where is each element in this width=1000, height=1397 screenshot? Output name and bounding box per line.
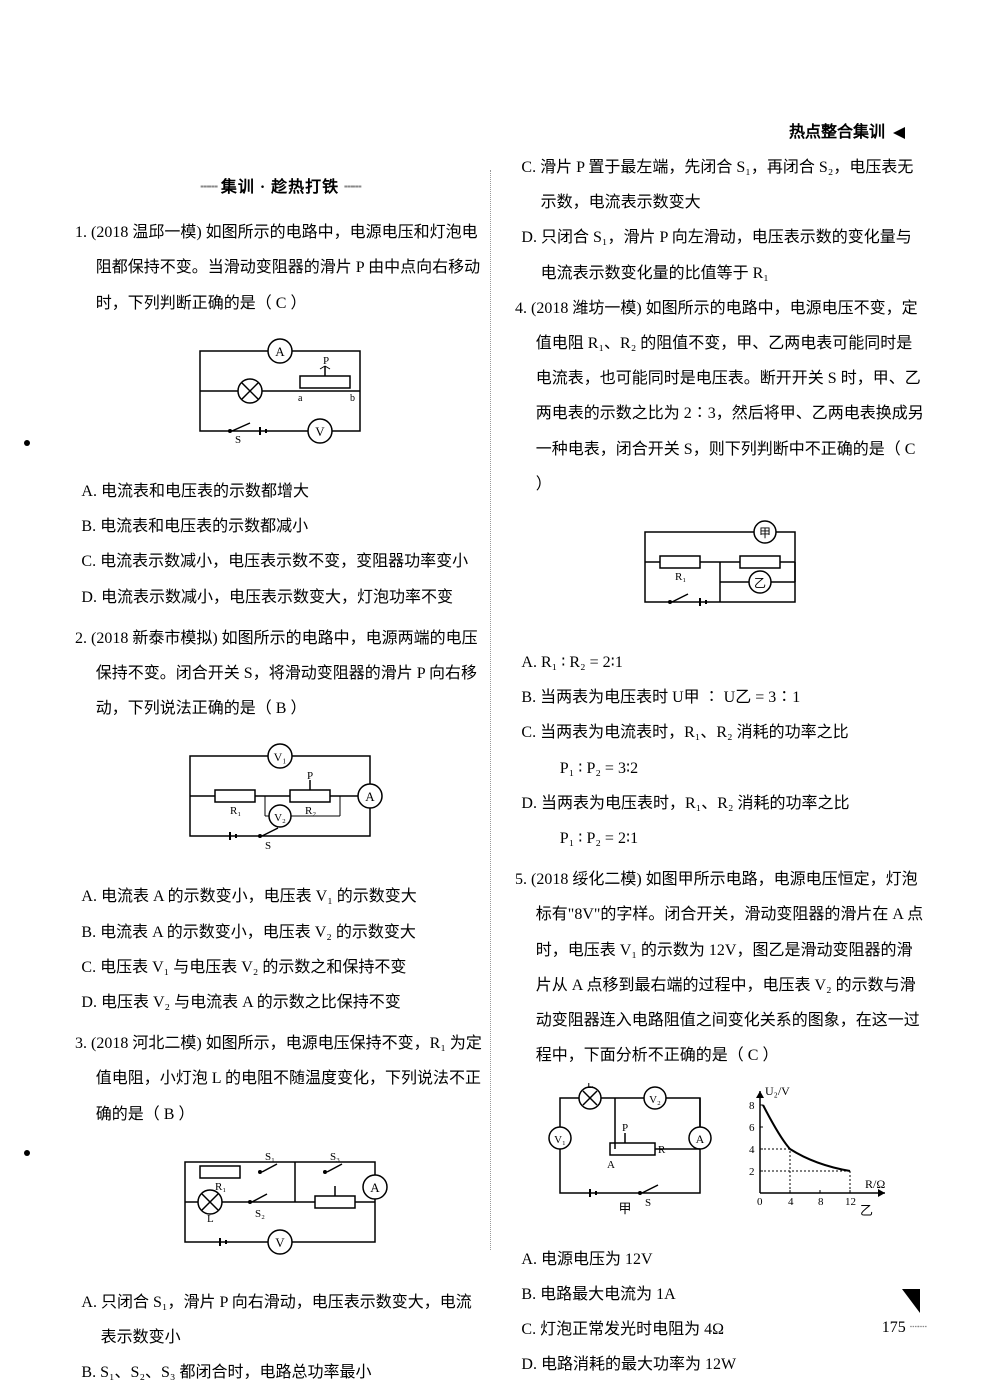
q5-optB: B. 电路最大电流为 1A — [515, 1277, 925, 1312]
q5-optD: D. 电路消耗的最大功率为 12W — [515, 1347, 925, 1382]
header-text: 热点整合集训 — [789, 124, 885, 141]
q5-circuit-diagram: L V₂ V₁ A P A R — [545, 1083, 715, 1231]
svg-text:甲: 甲 — [618, 1201, 631, 1216]
svg-text:L: L — [587, 1083, 594, 1091]
q2-stem: 2. (2018 新泰市模拟) 如图所示的电路中，电源两端的电压保持不变。闭合开… — [75, 621, 485, 727]
svg-text:P: P — [323, 355, 329, 367]
svg-text:P: P — [622, 1122, 628, 1134]
svg-text:V₁: V₁ — [554, 1134, 566, 1146]
q5-stem: 5. (2018 绥化二模) 如图甲所示电路，电源电压恒定，灯泡标有"8V"的字… — [515, 862, 925, 1073]
q2-optB: B. 电流表 A 的示数变小，电压表 V₂ 的示数变大 — [75, 915, 485, 950]
graph-ylabel: U₂/V — [765, 1084, 790, 1098]
svg-text:12: 12 — [845, 1196, 856, 1208]
svg-text:S: S — [235, 434, 241, 446]
q3-optA: A. 只闭合 S₁，滑片 P 向右滑动，电压表示数变大，电流表示数变小 — [75, 1285, 485, 1355]
svg-text:A: A — [275, 344, 285, 359]
question-5: 5. (2018 绥化二模) 如图甲所示电路，电源电压恒定，灯泡标有"8V"的字… — [515, 862, 925, 1382]
q1-circuit-diagram: A P a b V S — [75, 331, 485, 464]
svg-text:P: P — [307, 770, 313, 782]
content-columns: ┄┄ 集训 · 趁热打铁 ┄┄ 1. (2018 温邱一模) 如图所示的电路中，… — [75, 150, 925, 1397]
q5-optA: A. 电源电压为 12V — [515, 1242, 925, 1277]
svg-text:乙: 乙 — [860, 1203, 873, 1218]
q5-graph: U₂/V R/Ω 2 4 6 8 0 4 8 12 — [735, 1083, 895, 1231]
q3-circuit-diagram: R₁ S₁ S₃ L S₂ — [75, 1142, 485, 1275]
svg-text:8: 8 — [818, 1196, 824, 1208]
q3-optC: C. 滑片 P 置于最左端，先闭合 S₁，再闭合 S₂，电压表无示数，电流表示数… — [515, 150, 925, 220]
q3-optB: B. S₁、S₂、S₃ 都闭合时，电路总功率最小 — [75, 1355, 485, 1390]
margin-dot-icon — [24, 1150, 30, 1156]
page-num-text: 175 — [882, 1319, 906, 1336]
header-arrow-icon — [893, 127, 905, 139]
section-dot: · — [260, 179, 266, 196]
q4-optD: D. 当两表为电压表时，R₁、R₂ 消耗的功率之比 — [515, 786, 925, 821]
svg-text:甲: 甲 — [759, 526, 771, 540]
svg-text:A: A — [696, 1132, 705, 1146]
question-1: 1. (2018 温邱一模) 如图所示的电路中，电源电压和灯泡电阻都保持不变。当… — [75, 215, 485, 615]
q5-diagrams: L V₂ V₁ A P A R — [515, 1083, 925, 1231]
svg-text:R: R — [658, 1144, 666, 1156]
svg-text:V₁: V₁ — [274, 750, 287, 764]
svg-text:A: A — [607, 1159, 615, 1171]
q1-optD: D. 电流表示数减小，电压表示数变大，灯泡功率不变 — [75, 580, 485, 615]
q4-optA: A. R₁ ∶ R₂ = 2∶1 — [515, 645, 925, 680]
q4-optC: C. 当两表为电流表时，R₁、R₂ 消耗的功率之比 — [515, 715, 925, 750]
page-num-dots: ┈┈ — [910, 1319, 925, 1336]
svg-text:R₁: R₁ — [675, 571, 686, 583]
dots-left-icon: ┄┄ — [201, 179, 216, 196]
svg-text:S₂: S₂ — [255, 1208, 265, 1220]
dots-right-icon: ┄┄ — [344, 179, 359, 196]
q2-optA: A. 电流表 A 的示数变小，电压表 V₁ 的示数变大 — [75, 879, 485, 914]
question-2: 2. (2018 新泰市模拟) 如图所示的电路中，电源两端的电压保持不变。闭合开… — [75, 621, 485, 1021]
q1-optA: A. 电流表和电压表的示数都增大 — [75, 474, 485, 509]
section-title: ┄┄ 集训 · 趁热打铁 ┄┄ — [75, 170, 485, 205]
q1-optB: B. 电流表和电压表的示数都减小 — [75, 509, 485, 544]
svg-text:L: L — [207, 1213, 214, 1225]
svg-text:8: 8 — [749, 1100, 755, 1112]
svg-text:V: V — [275, 1235, 285, 1250]
svg-text:0: 0 — [757, 1196, 763, 1208]
q4-circuit-diagram: R₁ R₂ 甲 乙 — [515, 512, 925, 635]
svg-text:S: S — [645, 1197, 651, 1209]
question-3: 3. (2018 河北二模) 如图所示，电源电压保持不变，R₁ 为定值电阻，小灯… — [75, 1026, 485, 1390]
q1-stem: 1. (2018 温邱一模) 如图所示的电路中，电源电压和灯泡电阻都保持不变。当… — [75, 215, 485, 321]
q3-stem: 3. (2018 河北二模) 如图所示，电源电压保持不变，R₁ 为定值电阻，小灯… — [75, 1026, 485, 1132]
question-4: 4. (2018 潍坊一模) 如图所示的电路中，电源电压不变，定值电阻 R₁、R… — [515, 291, 925, 856]
svg-text:R₁: R₁ — [230, 805, 241, 817]
svg-text:2: 2 — [749, 1166, 755, 1178]
svg-text:V: V — [315, 424, 325, 439]
svg-text:S₃: S₃ — [330, 1151, 340, 1163]
q1-optC: C. 电流表示数减小，电压表示数不变，变阻器功率变小 — [75, 544, 485, 579]
q2-circuit-diagram: V₁ R₁ P R₂ A V₂ — [75, 736, 485, 869]
q5-optC: C. 灯泡正常发光时电阻为 4Ω — [515, 1312, 925, 1347]
page-number: 175 ┈┈ — [882, 1317, 925, 1337]
svg-text:b: b — [350, 393, 355, 404]
svg-text:S: S — [265, 840, 271, 852]
q3-optD: D. 只闭合 S₁，滑片 P 向左滑动，电压表示数的变化量与电流表示数变化量的比… — [515, 220, 925, 290]
page-arrow-icon — [902, 1289, 920, 1313]
svg-text:a: a — [298, 393, 303, 404]
svg-text:A: A — [365, 789, 375, 804]
left-column: ┄┄ 集训 · 趁热打铁 ┄┄ 1. (2018 温邱一模) 如图所示的电路中，… — [75, 150, 485, 1397]
q4-optC2: P₁ ∶ P₂ = 3∶2 — [515, 751, 925, 786]
svg-text:A: A — [370, 1180, 380, 1195]
section-suffix: 趁热打铁 — [271, 179, 339, 196]
svg-text:4: 4 — [749, 1144, 755, 1156]
right-column: C. 滑片 P 置于最左端，先闭合 S₁，再闭合 S₂，电压表无示数，电流表示数… — [515, 150, 925, 1397]
margin-dot-icon — [24, 440, 30, 446]
svg-text:4: 4 — [788, 1196, 794, 1208]
svg-text:乙: 乙 — [754, 576, 766, 590]
q4-optD2: P₁ ∶ P₂ = 2∶1 — [515, 821, 925, 856]
q2-optD: D. 电压表 V₂ 与电流表 A 的示数之比保持不变 — [75, 985, 485, 1020]
svg-text:6: 6 — [749, 1122, 755, 1134]
svg-text:S₁: S₁ — [265, 1151, 275, 1163]
section-prefix: 集训 — [221, 179, 255, 196]
svg-text:R₂: R₂ — [305, 805, 316, 817]
q2-optC: C. 电压表 V₁ 与电压表 V₂ 的示数之和保持不变 — [75, 950, 485, 985]
q4-stem: 4. (2018 潍坊一模) 如图所示的电路中，电源电压不变，定值电阻 R₁、R… — [515, 291, 925, 502]
graph-xlabel: R/Ω — [865, 1177, 885, 1191]
page-header: 热点整合集训 — [789, 118, 905, 142]
svg-text:V₂: V₂ — [274, 812, 286, 824]
svg-text:V₂: V₂ — [649, 1094, 661, 1106]
q4-optB: B. 当两表为电压表时 U甲 ∶ U乙 = 3∶1 — [515, 680, 925, 715]
